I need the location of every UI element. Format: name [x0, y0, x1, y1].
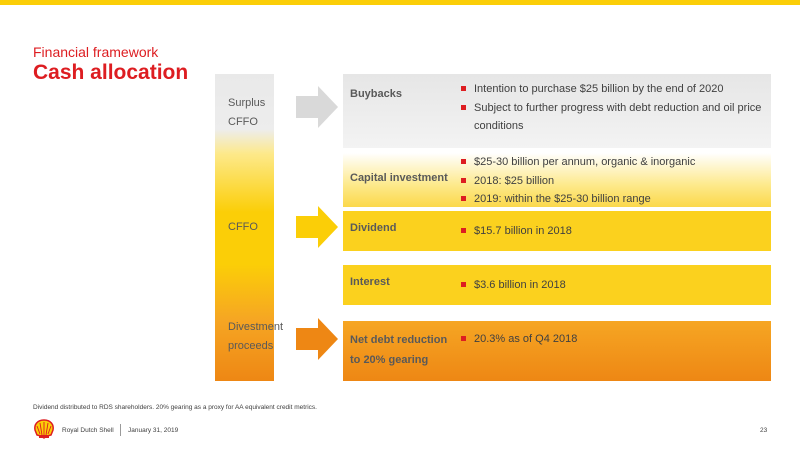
- page-subtitle: Financial framework: [33, 44, 159, 60]
- source-surplus-cffo: Surplus CFFO: [228, 94, 265, 132]
- source-column: [215, 74, 274, 381]
- bullet-item: $25-30 billion per annum, organic & inor…: [461, 153, 695, 172]
- bullet-item: Subject to further progress with debt re…: [461, 99, 761, 118]
- source-divestment: Divestment proceeds: [228, 318, 283, 356]
- allocation-row-net-debt: [343, 321, 771, 381]
- bullet-item: Intention to purchase $25 billion by the…: [461, 80, 761, 99]
- allocation-title: Capital investment: [350, 172, 448, 184]
- allocation-title: Interest: [350, 276, 390, 288]
- allocation-title: Buybacks: [350, 88, 402, 100]
- bullet-item: 2019: within the $25-30 billion range: [461, 190, 695, 209]
- bullet-item: $15.7 billion in 2018: [461, 222, 572, 241]
- bullet-item: 2018: $25 billion: [461, 172, 695, 191]
- bullet-list-capital: $25-30 billion per annum, organic & inor…: [461, 153, 695, 209]
- source-label: CFFO: [228, 116, 258, 128]
- source-cffo: CFFO: [228, 221, 258, 233]
- shell-logo-icon: [34, 419, 54, 439]
- bullet-item: 20.3% as of Q4 2018: [461, 330, 577, 349]
- footnote: Dividend distributed to RDS shareholders…: [33, 404, 317, 411]
- bullet-list-dividend: $15.7 billion in 2018: [461, 222, 572, 241]
- arrow-right-icon: [296, 318, 338, 360]
- bullet-list-interest: $3.6 billion in 2018: [461, 276, 566, 295]
- footer-divider: [120, 424, 121, 436]
- page-number: 23: [760, 427, 768, 434]
- footer-company: Royal Dutch Shell: [62, 427, 114, 434]
- allocation-title-line: Net debt reduction: [350, 334, 448, 346]
- bullet-item: $3.6 billion in 2018: [461, 276, 566, 295]
- page-title: Cash allocation: [33, 61, 189, 84]
- arrow-right-icon: [296, 206, 338, 248]
- footer-date: January 31, 2019: [128, 427, 179, 434]
- arrow-right-icon: [296, 86, 338, 128]
- source-label: Surplus: [228, 97, 266, 109]
- allocation-title-line: to 20% gearing: [350, 354, 429, 366]
- allocation-row-dividend: [343, 211, 771, 251]
- source-label: Divestment: [228, 321, 284, 333]
- bullet-list-buybacks: Intention to purchase $25 billion by the…: [461, 80, 761, 136]
- allocation-row-buybacks: [343, 74, 771, 148]
- top-accent-bar: [0, 0, 800, 5]
- allocation-row-interest: [343, 265, 771, 305]
- allocation-title: Net debt reduction to 20% gearing: [350, 330, 447, 370]
- source-label: proceeds: [228, 340, 274, 352]
- allocation-title: Dividend: [350, 222, 397, 234]
- bullet-list-net-debt: 20.3% as of Q4 2018: [461, 330, 577, 349]
- allocation-row-capital: [343, 153, 771, 207]
- bullet-continuation: conditions: [474, 120, 524, 132]
